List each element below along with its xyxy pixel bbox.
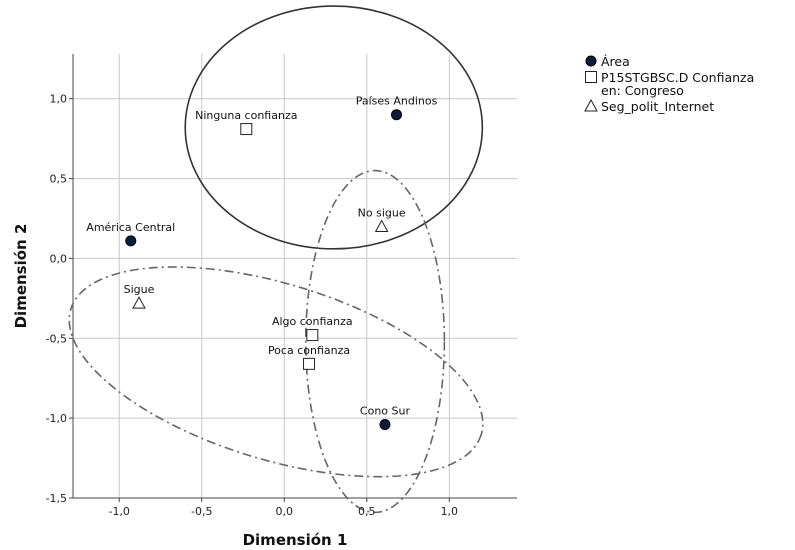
y-tick-label: -0,5: [46, 332, 67, 345]
legend-marker: [585, 55, 597, 67]
data-point: [240, 123, 253, 136]
data-point: [125, 235, 137, 247]
legend-label: en: Congreso: [601, 83, 684, 98]
data-point: [379, 419, 391, 431]
legend-label: Área: [601, 54, 630, 69]
x-tick-label: 0,0: [276, 505, 294, 518]
data-point: [306, 329, 319, 342]
y-tick-label: 0,5: [50, 173, 68, 186]
point-label: No sigue: [358, 206, 406, 219]
legend-label: Seg_polit_Internet: [601, 99, 714, 114]
y-tick-label: -1,0: [46, 412, 67, 425]
point-label: Cono Sur: [360, 405, 411, 418]
point-label: Algo confianza: [272, 315, 353, 328]
data-point: [132, 296, 146, 309]
legend-marker: [585, 71, 597, 83]
data-point: [374, 219, 389, 232]
point-label: Sigue: [124, 283, 155, 296]
x-tick-label: -0,5: [191, 505, 212, 518]
point-label: América Central: [86, 221, 175, 234]
x-axis-title: Dimensión 1: [243, 531, 348, 549]
data-point: [391, 109, 403, 121]
point-label: Poca confianza: [268, 344, 350, 357]
ellipse-2: [304, 169, 446, 514]
data-point: [303, 357, 316, 370]
ellipses: [68, 5, 484, 514]
y-axis-title: Dimensión 2: [12, 224, 30, 329]
y-tick-label: -1,5: [46, 492, 67, 505]
ellipse-1: [184, 5, 484, 250]
tick-labels: -1,0 -0,5 0,0 0,5 1,0 1,0 0,5 0,0 -0,5 -1,0 -1,5: [46, 93, 459, 518]
data-points: Países Andinos América Central Cono Sur Nin…: [86, 95, 438, 431]
y-tick-label: 1,0: [50, 93, 68, 106]
x-tick-label: -1,0: [108, 505, 129, 518]
legend-marker: [584, 98, 598, 112]
point-label: Países Andinos: [356, 95, 438, 108]
legend-label: P15STGBSC.D Confianza: [601, 70, 754, 85]
x-tick-label: 0,5: [358, 505, 376, 518]
point-label: Ninguna confianza: [195, 109, 297, 122]
grid: [72, 54, 517, 499]
y-tick-label: 0,0: [50, 252, 68, 265]
x-tick-label: 1,0: [441, 505, 459, 518]
ellipse-3: [68, 266, 484, 478]
